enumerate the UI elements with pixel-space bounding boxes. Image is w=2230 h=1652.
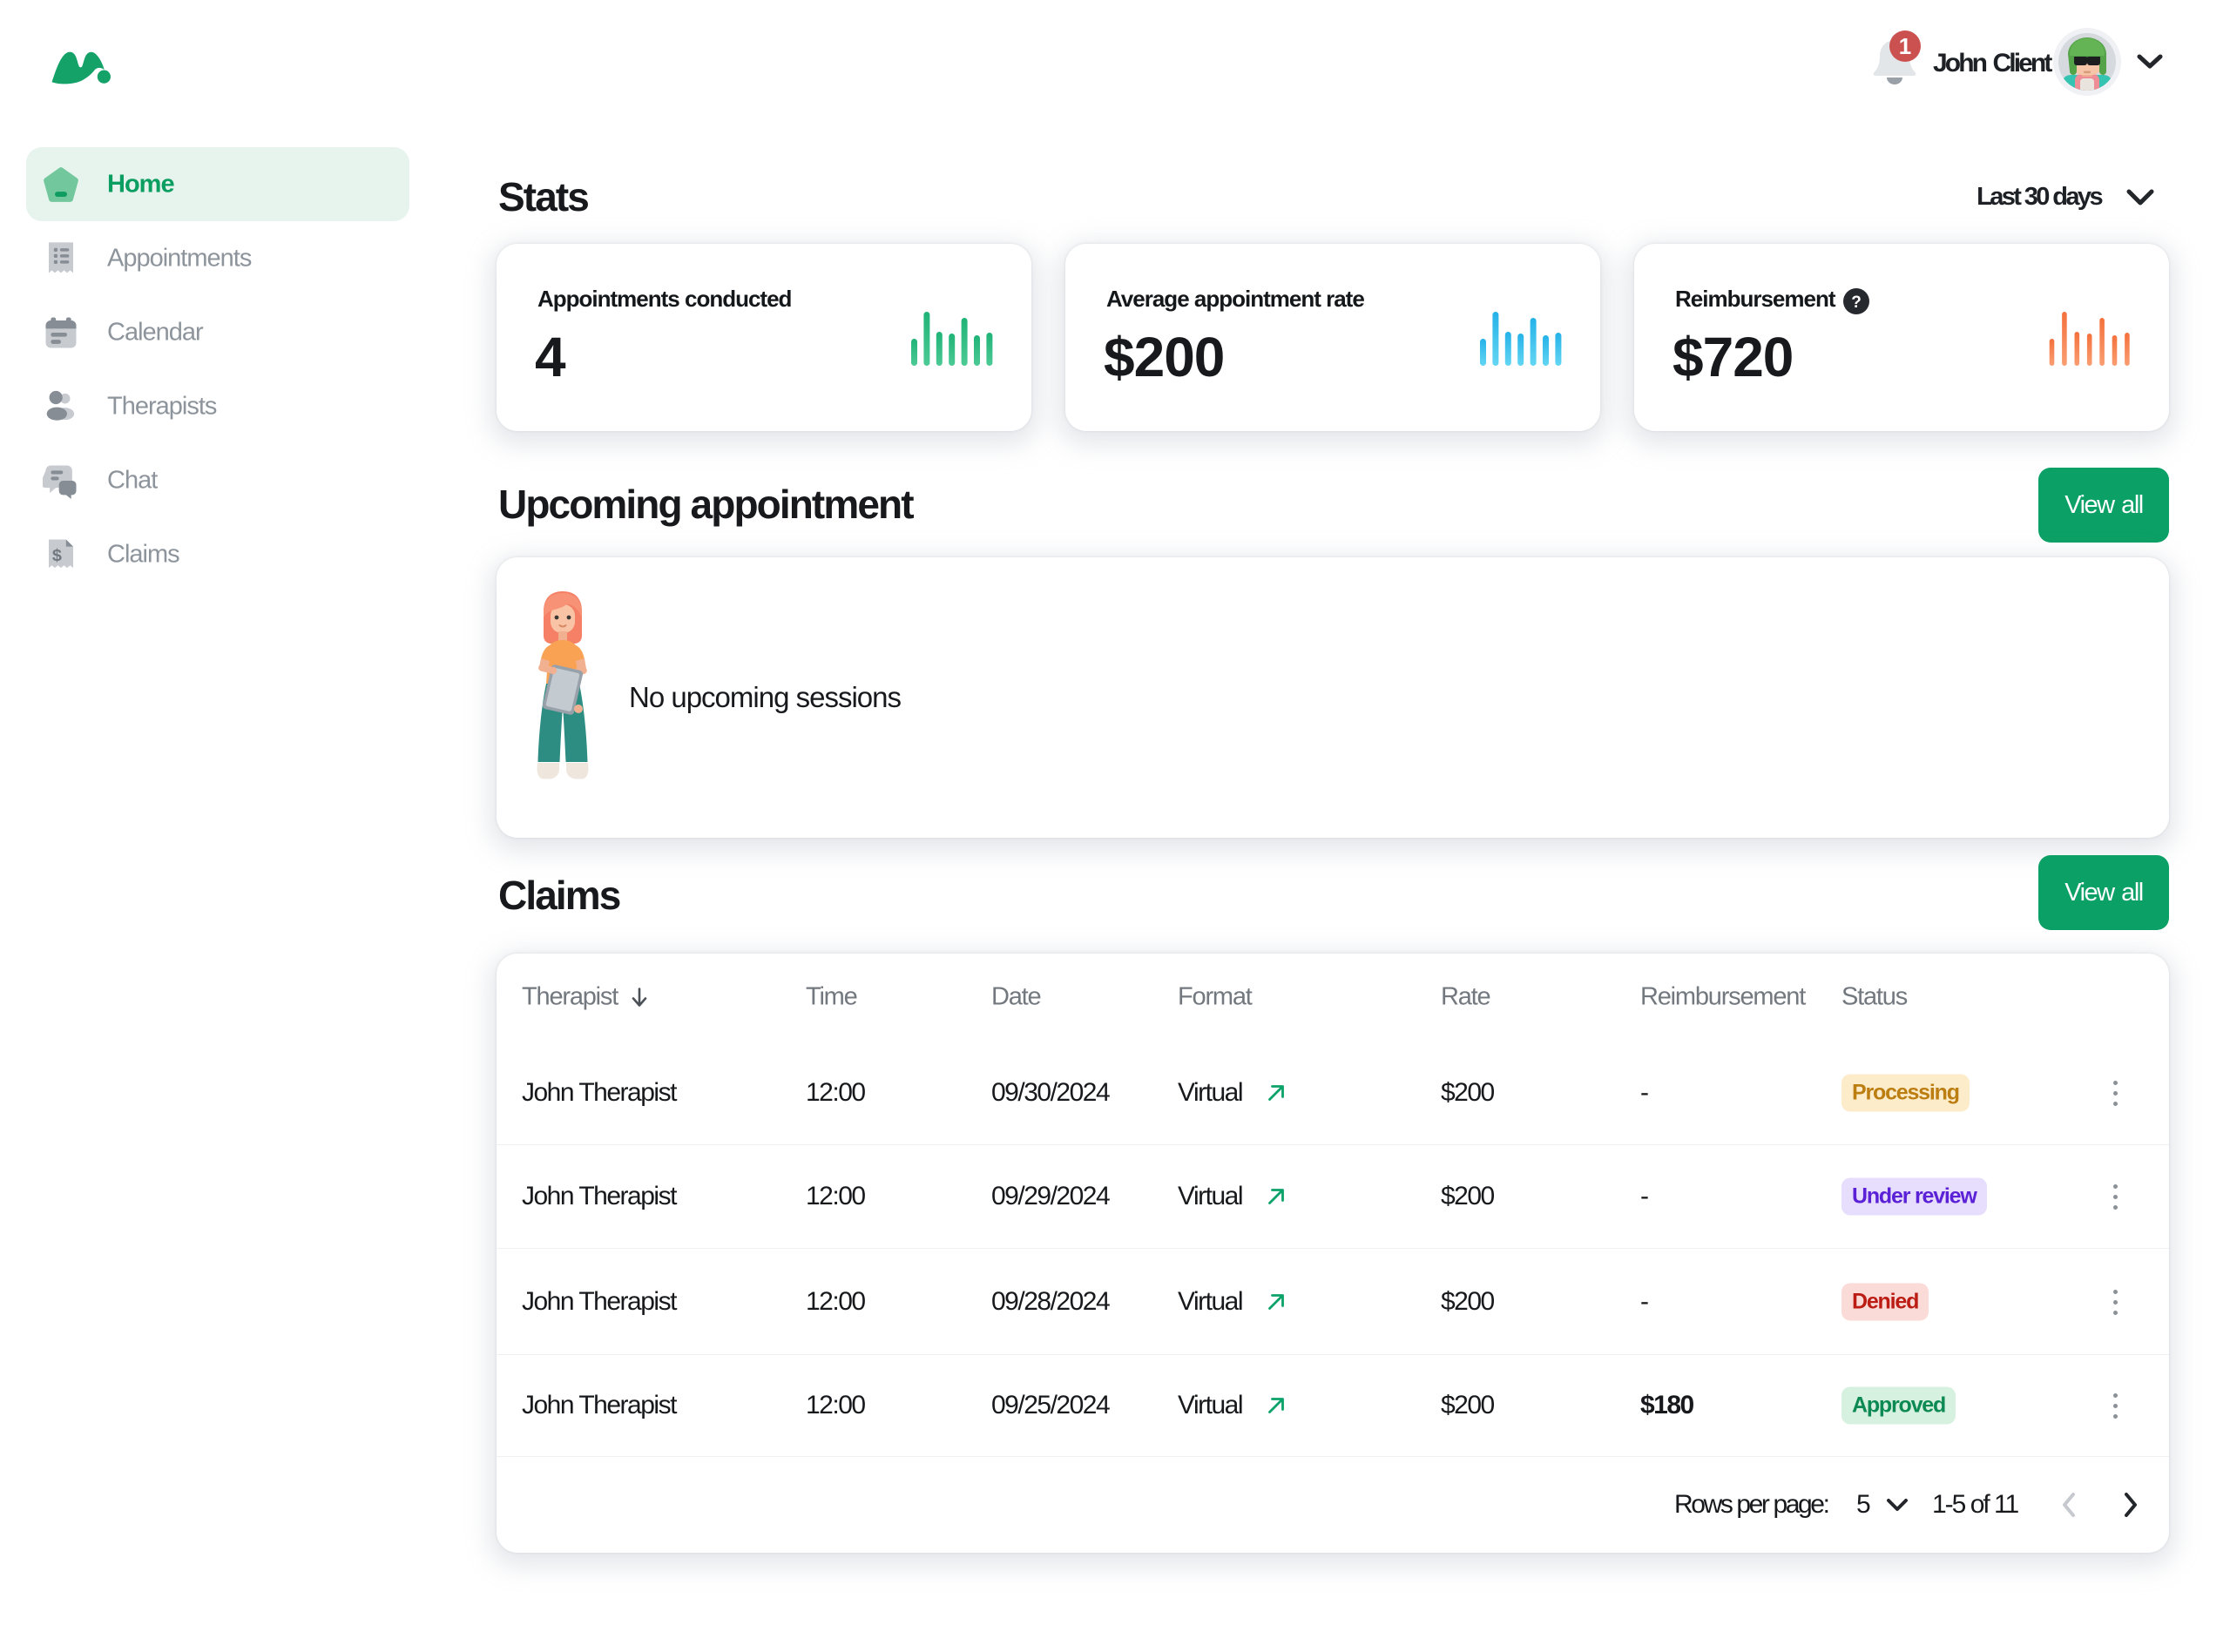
svg-text:$: $: [52, 546, 62, 565]
svg-text:?: ?: [1851, 293, 1862, 312]
svg-text:1: 1: [1899, 33, 1911, 59]
